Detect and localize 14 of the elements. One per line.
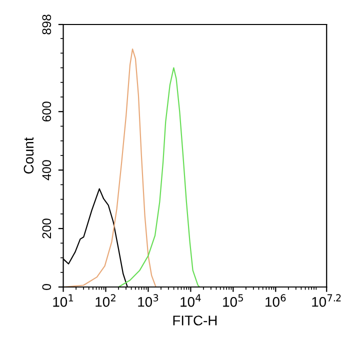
x-tick-label: 10$^{6}$ — [266, 294, 286, 307]
y-tick-label: 0 — [42, 284, 52, 290]
x-tick-label: 10$^{4}$ — [180, 294, 201, 307]
x-axis-title: FITC-H — [173, 316, 217, 326]
y-tick-label: 898 — [42, 14, 52, 34]
y-tick-label: 400 — [42, 160, 52, 180]
x-tick-label: 10$^{7.2}$ — [312, 294, 341, 307]
y-tick-label: 200 — [42, 218, 52, 238]
x-tick-label: 10$^{3}$ — [138, 294, 158, 307]
x-tick-label: 10$^{1}$ — [53, 294, 74, 307]
y-axis-title: Count — [24, 137, 34, 174]
x-tick-label: 10$^{5}$ — [223, 294, 243, 307]
x-tick-label: 10$^{2}$ — [96, 294, 116, 307]
y-tick-label: 600 — [42, 102, 52, 122]
